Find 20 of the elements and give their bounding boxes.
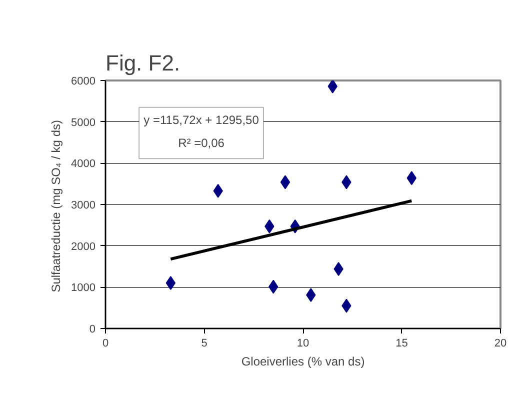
annotation: R² =0,06 (178, 136, 225, 150)
point (328, 80, 338, 94)
x-tick-label: 15 (396, 338, 408, 350)
x-tick-label: 20 (494, 338, 507, 350)
y-tick-label: 5000 (71, 116, 96, 129)
y-axis-title: Sulfaatreductie (mg SO₄ / kg ds) (49, 120, 64, 292)
point (166, 276, 176, 290)
y-tick-label: 1000 (71, 282, 96, 294)
x-tick-label: 5 (201, 338, 208, 350)
x-axis-title: Gloeiverlies (% van ds) (241, 354, 365, 368)
y-tick-label: 4000 (71, 158, 96, 170)
y-tick-label: 2000 (71, 240, 96, 253)
y-tick-label: 0 (89, 324, 96, 336)
x-tick-label: 10 (296, 338, 310, 350)
point (280, 175, 290, 190)
y-tick-label: 6000 (71, 76, 96, 88)
annotation: y =115,72x + 1295,50 (144, 112, 260, 127)
y-tick-label: 3000 (71, 200, 96, 212)
chart-title: Fig. F2. (106, 50, 180, 76)
x-tick-label: 0 (102, 338, 109, 350)
